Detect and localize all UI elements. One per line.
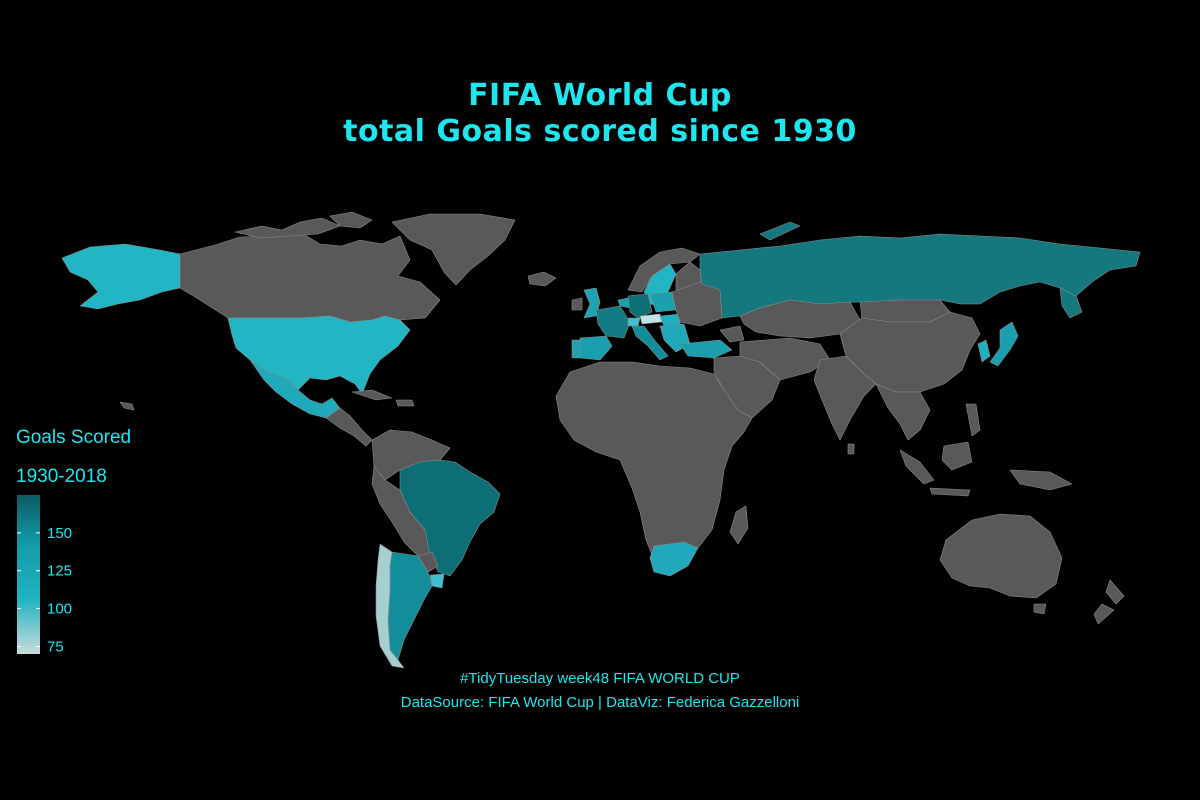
region-southeast-asia [875, 383, 931, 441]
region-alaska [61, 243, 181, 310]
region-java [929, 487, 971, 497]
region-poland [649, 291, 677, 313]
region-philippines [965, 403, 981, 437]
region-france [595, 305, 631, 339]
region-germany [627, 293, 653, 319]
region-madagascar [729, 505, 749, 545]
caption-line2: DataSource: FIFA World Cup | DataViz: Fe… [400, 694, 800, 711]
region-new-zealand-south [1093, 603, 1115, 625]
region-novaya-zemlya [759, 221, 801, 241]
region-iceland [527, 271, 557, 287]
region-india [813, 355, 877, 441]
legend-tick-label: 100 [47, 601, 72, 618]
region-australia [939, 513, 1063, 599]
legend-colorbar [17, 495, 40, 654]
legend-tick-label: 150 [47, 525, 72, 542]
region-switzerland [627, 317, 641, 327]
region-spain [579, 335, 613, 361]
region-caucasus [719, 325, 745, 343]
map-title-line2: total Goals scored since 1930 [343, 114, 857, 149]
region-turkey [679, 339, 733, 359]
region-sumatra [899, 449, 935, 485]
region-greenland [391, 213, 516, 286]
legend-tick-label: 125 [47, 563, 72, 580]
legend: 150 125 100 75 [17, 495, 72, 655]
region-portugal [571, 339, 581, 359]
map-title: FIFA World Cup total Goals scored since … [0, 78, 1200, 150]
region-tasmania [1033, 603, 1047, 615]
region-hungary [659, 313, 681, 327]
region-korea [977, 339, 991, 363]
region-cuba [351, 389, 393, 401]
region-usa [227, 315, 411, 395]
region-africa [555, 361, 753, 573]
region-central-america [325, 407, 373, 447]
region-new-zealand [1105, 579, 1125, 605]
map-title-line1: FIFA World Cup [468, 78, 732, 113]
legend-title-line1: Goals Scored [16, 427, 132, 448]
legend-tick-label: 75 [47, 638, 64, 655]
region-italy [631, 325, 669, 361]
region-chile [375, 543, 405, 669]
region-kamchatka [1059, 287, 1083, 319]
region-iran-afghanistan [739, 337, 831, 381]
region-sri-lanka [847, 443, 855, 455]
region-hispaniola [395, 399, 415, 407]
region-argentina [387, 551, 433, 661]
region-new-guinea [1009, 469, 1073, 491]
region-arctic-islands-2 [329, 211, 373, 229]
region-brazil [399, 459, 501, 577]
region-mexico [249, 359, 341, 419]
region-ireland [571, 297, 583, 311]
region-austria [639, 313, 663, 325]
region-south-africa [649, 541, 699, 577]
region-borneo [941, 441, 973, 471]
legend-ticks: 150 125 100 75 [17, 525, 72, 655]
region-canada [179, 231, 441, 323]
region-hawaii [119, 401, 135, 411]
region-uruguay [429, 573, 445, 589]
region-japan [989, 321, 1019, 367]
region-arctic-islands [234, 217, 341, 239]
region-norway [627, 247, 701, 293]
legend-title-line2: 1930-2018 [16, 466, 107, 487]
caption-line1: #TidyTuesday week48 FIFA WORLD CUP [460, 670, 740, 687]
